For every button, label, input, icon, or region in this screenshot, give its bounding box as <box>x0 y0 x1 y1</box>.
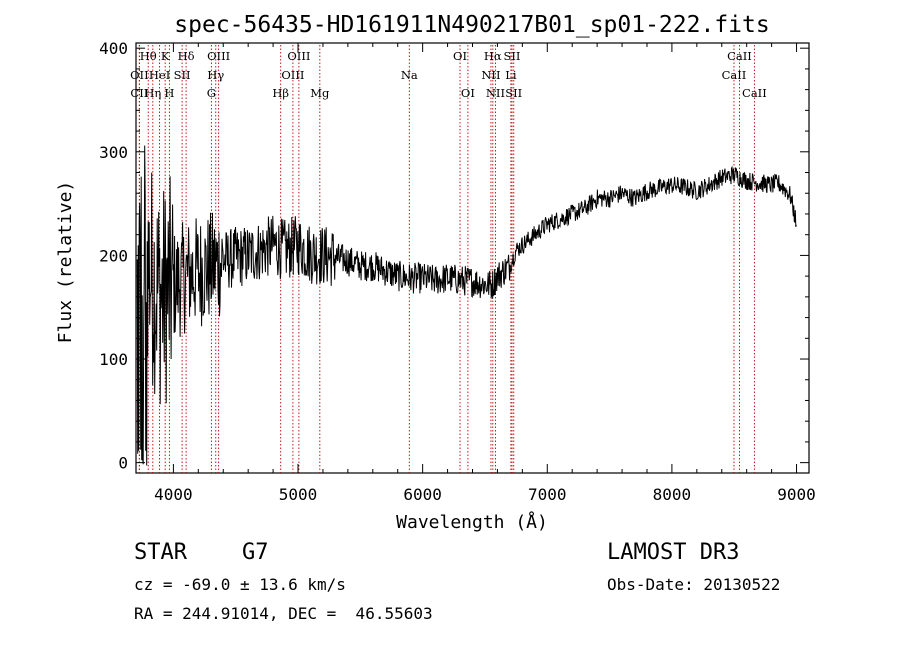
spectral-line-label: OII <box>130 68 149 82</box>
y-tick-label: 200 <box>99 246 128 265</box>
observation-date: Obs-Date: 20130522 <box>607 575 781 594</box>
y-axis: 0 100 200 300 400 <box>99 39 809 473</box>
spectrum-series-line <box>136 145 797 466</box>
spectral-line-label: NII <box>481 68 500 82</box>
spectral-line-label: K <box>161 49 170 63</box>
object-class: STAR <box>134 540 187 565</box>
chart-title: spec-56435-HD161911N490217B01_sp01-222.f… <box>174 12 769 38</box>
y-tick-label: 400 <box>99 39 128 58</box>
x-tick-label: 4000 <box>154 485 193 504</box>
spectral-line-label: Li <box>505 68 517 82</box>
spectral-line-label: Hγ <box>207 68 224 82</box>
spectral-line-label: NII <box>486 86 505 100</box>
redshift-velocity: cz = -69.0 ± 13.6 km/s <box>134 575 346 594</box>
spectral-line-label: G <box>207 86 216 100</box>
spectral-line-label: OIII <box>281 68 304 82</box>
x-tick-label: 6000 <box>403 485 442 504</box>
spectral-line-label: OI <box>453 49 467 63</box>
spectral-line-label: OI <box>461 86 475 100</box>
x-axis: 4000 5000 6000 7000 8000 9000 <box>154 43 816 504</box>
y-tick-label: 0 <box>118 454 128 473</box>
spectral-line-label: H <box>164 86 174 100</box>
x-tick-label: 5000 <box>279 485 318 504</box>
spectral-line-label: HeI <box>149 68 170 82</box>
spectral-line-label: CaII <box>727 49 752 63</box>
object-subclass: G7 <box>242 540 269 565</box>
y-tick-label: 100 <box>99 350 128 369</box>
x-tick-label: 9000 <box>777 485 816 504</box>
spectral-line-label: Hβ <box>272 86 289 100</box>
spectral-line-label: Hδ <box>178 49 195 63</box>
spectral-line-label: Na <box>401 68 418 82</box>
y-axis-label: Flux (relative) <box>55 181 76 344</box>
spectral-line-label: Hη <box>144 86 161 100</box>
x-axis-label: Wavelength (Å) <box>396 511 548 533</box>
y-tick-label: 300 <box>99 143 128 162</box>
x-tick-label: 8000 <box>653 485 692 504</box>
spectral-line-label: OIII <box>207 49 230 63</box>
spectral-line-label: SII <box>174 68 191 82</box>
spectral-line-label: CaII <box>742 86 767 100</box>
spectral-line-label: Hα <box>484 49 502 63</box>
spectral-line-label: OIII <box>287 49 310 63</box>
x-tick-label: 7000 <box>528 485 567 504</box>
spectral-line-label: CaII <box>722 68 747 82</box>
spectral-line-label: SII <box>505 86 522 100</box>
coordinates: RA = 244.91014, DEC = 46.55603 <box>134 604 433 623</box>
spectral-line-label: Hθ <box>140 49 157 63</box>
spectral-line-label: SII <box>504 49 521 63</box>
survey-name: LAMOST DR3 <box>607 540 740 565</box>
spectral-line-label: Mg <box>310 86 330 100</box>
spectral-line-label: CII <box>130 86 148 100</box>
